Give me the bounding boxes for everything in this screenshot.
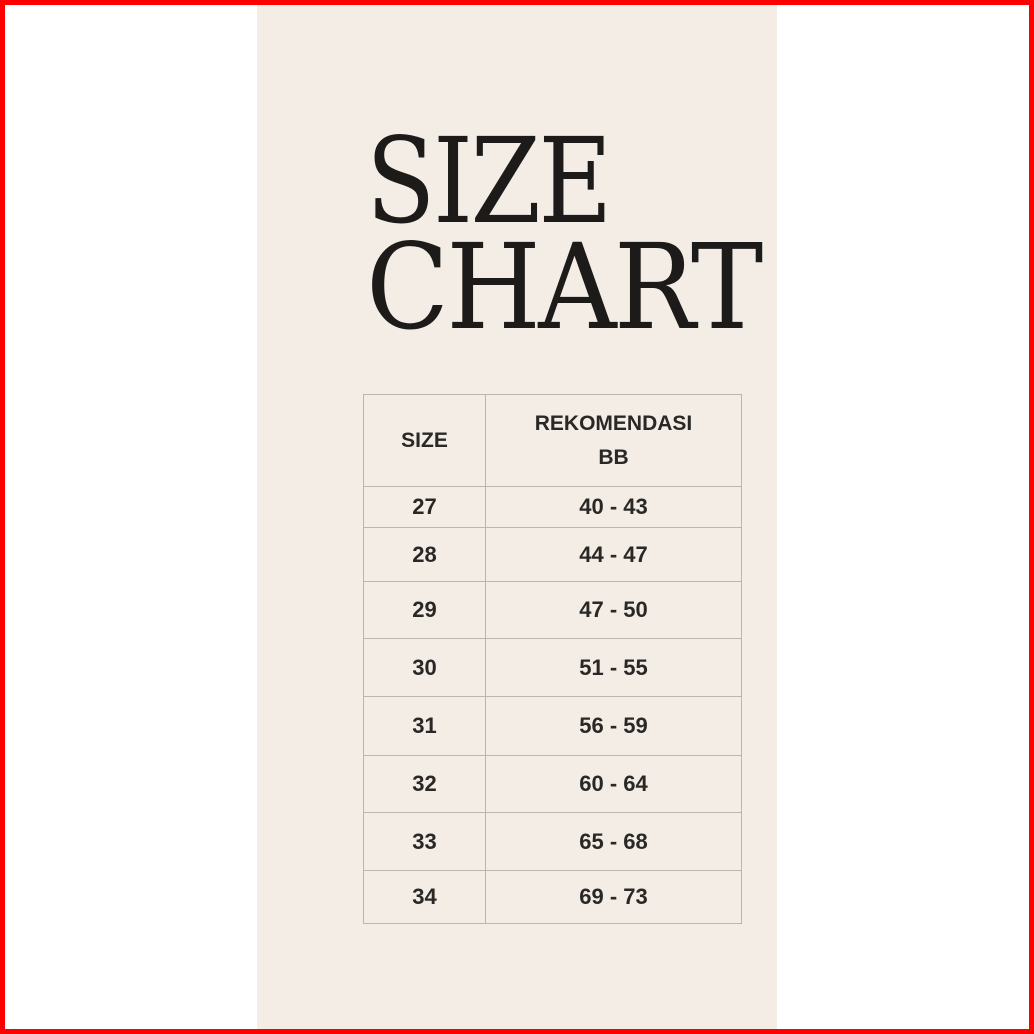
table-row: 34 69 - 73 bbox=[363, 870, 742, 924]
bb-cell: 56 - 59 bbox=[485, 696, 742, 756]
size-cell: 29 bbox=[363, 581, 486, 639]
table-row: 27 40 - 43 bbox=[363, 486, 742, 528]
size-table: SIZE REKOMENDASI BB 27 40 - 43 28 44 - 47 29 4… bbox=[363, 394, 742, 924]
bb-cell: 51 - 55 bbox=[485, 638, 742, 697]
table-row: 33 65 - 68 bbox=[363, 812, 742, 871]
table-row: 29 47 - 50 bbox=[363, 581, 742, 639]
size-cell: 33 bbox=[363, 812, 486, 871]
header-bb-line2: BB bbox=[598, 445, 629, 469]
table-row: 32 60 - 64 bbox=[363, 755, 742, 813]
header-bb: REKOMENDASI BB bbox=[485, 394, 742, 487]
bb-cell: 69 - 73 bbox=[485, 870, 742, 924]
header-bb-line1: REKOMENDASI bbox=[534, 411, 693, 435]
table-row: 30 51 - 55 bbox=[363, 638, 742, 697]
size-cell: 30 bbox=[363, 638, 486, 697]
bb-cell: 47 - 50 bbox=[485, 581, 742, 639]
table-row: 31 56 - 59 bbox=[363, 696, 742, 756]
bb-cell: 44 - 47 bbox=[485, 527, 742, 582]
table-row: 28 44 - 47 bbox=[363, 527, 742, 582]
size-cell: 27 bbox=[363, 486, 486, 528]
bb-cell: 40 - 43 bbox=[485, 486, 742, 528]
header-row: SIZE REKOMENDASI BB bbox=[363, 394, 742, 487]
bb-cell: 60 - 64 bbox=[485, 755, 742, 813]
bb-cell: 65 - 68 bbox=[485, 812, 742, 871]
size-cell: 31 bbox=[363, 696, 486, 756]
size-cell: 34 bbox=[363, 870, 486, 924]
size-cell: 32 bbox=[363, 755, 486, 813]
header-size: SIZE bbox=[363, 394, 486, 487]
title-line-2: CHART bbox=[366, 218, 763, 356]
size-cell: 28 bbox=[363, 527, 486, 582]
title-line-1: SIZE bbox=[366, 112, 612, 250]
